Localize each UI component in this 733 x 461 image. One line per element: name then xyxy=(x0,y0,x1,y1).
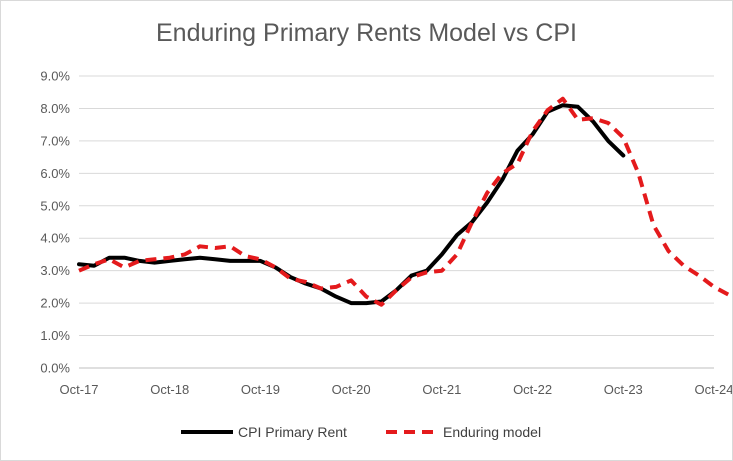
legend-item-enduring-model-label: Enduring model xyxy=(443,424,541,440)
x-tick-label: Oct-17 xyxy=(59,382,98,397)
x-tick-label: Oct-21 xyxy=(422,382,461,397)
y-tick-label: 3.0% xyxy=(40,263,70,278)
y-tick-label: 6.0% xyxy=(40,166,70,181)
y-tick-label: 9.0% xyxy=(40,69,70,84)
x-tick-label: Oct-22 xyxy=(513,382,552,397)
x-tick-label: Oct-19 xyxy=(241,382,280,397)
series-line-enduring-model xyxy=(78,96,731,307)
y-tick-label: 1.0% xyxy=(40,328,70,343)
x-tick-label: Oct-24 xyxy=(694,382,732,397)
y-tick-label: 5.0% xyxy=(40,198,70,213)
x-tick-label: Oct-23 xyxy=(604,382,643,397)
y-tick-label: 2.0% xyxy=(40,296,70,311)
series-line-cpi-primary-rent xyxy=(77,103,626,306)
y-tick-label: 7.0% xyxy=(40,133,70,148)
x-tick-label: Oct-18 xyxy=(150,382,189,397)
y-tick-label: 4.0% xyxy=(40,231,70,246)
chart-title: Enduring Primary Rents Model vs CPI xyxy=(156,19,577,47)
x-tick-label: Oct-20 xyxy=(332,382,371,397)
legend-item-cpi-primary-rent-label: CPI Primary Rent xyxy=(238,424,347,440)
y-tick-label: 0.0% xyxy=(40,361,70,376)
y-tick-label: 8.0% xyxy=(40,101,70,116)
